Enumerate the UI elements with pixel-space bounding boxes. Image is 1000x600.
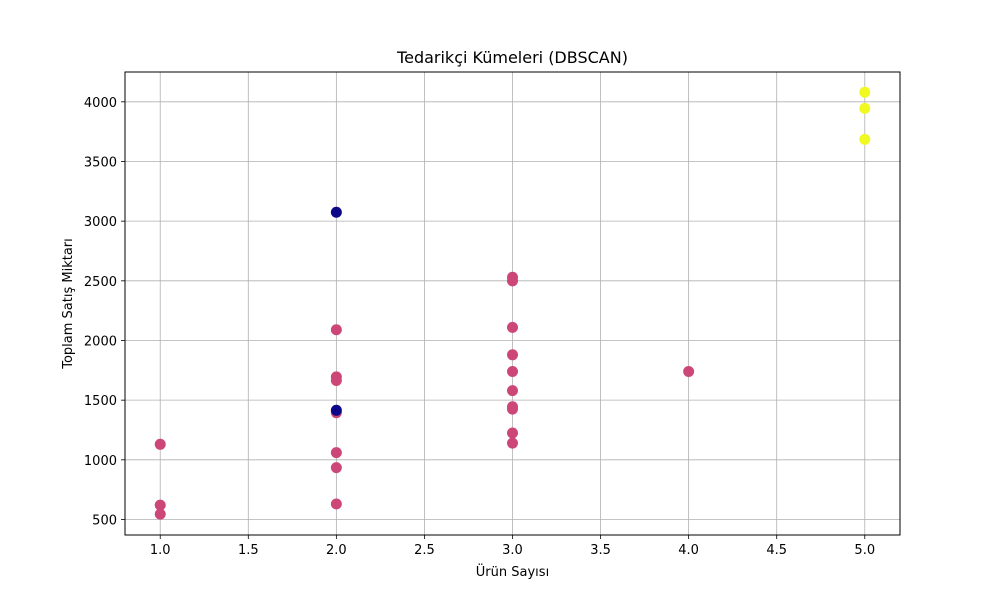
scatter-point-cluster-0: [507, 385, 518, 397]
y-tick-label: 2500: [84, 275, 117, 290]
scatter-point-cluster-0: [330, 462, 342, 474]
scatter-point-cluster-0: [330, 374, 342, 386]
scatter-point-cluster-0: [507, 403, 518, 415]
scatter-point-noise: [330, 404, 342, 416]
x-tick-label: 5.0: [854, 543, 875, 558]
data-points: [154, 86, 871, 520]
y-tick-label: 3000: [84, 215, 117, 230]
scatter-point-cluster-0: [507, 349, 518, 361]
x-tick-label: 4.0: [678, 543, 699, 558]
y-tick-label: 1000: [84, 454, 117, 469]
y-tick-label: 4000: [84, 96, 117, 111]
x-tick-label: 2.0: [326, 543, 347, 558]
scatter-point-cluster-1: [859, 102, 871, 114]
scatter-point-cluster-0: [330, 498, 342, 510]
y-axis-ticks: 500 1000 1500 2000 2500 3000 3500 4000: [84, 96, 125, 528]
scatter-point-noise: [330, 206, 342, 218]
scatter-point-cluster-0: [507, 427, 518, 439]
x-axis-label: Ürün Sayısı: [476, 563, 549, 580]
y-tick-label: 3500: [84, 155, 117, 170]
scatter-point-cluster-0: [154, 499, 166, 511]
chart-title: Tedarikçi Kümeleri (DBSCAN): [396, 48, 628, 67]
y-tick-label: 1500: [84, 394, 117, 409]
y-axis-label: Toplam Satış Miktarı: [61, 238, 76, 370]
x-tick-label: 2.5: [414, 543, 435, 558]
scatter-point-cluster-0: [683, 366, 695, 378]
scatter-point-cluster-1: [859, 133, 871, 145]
scatter-point-cluster-0: [507, 437, 518, 449]
scatter-point-cluster-0: [507, 321, 518, 333]
scatter-point-cluster-0: [330, 324, 342, 336]
x-tick-label: 1.5: [238, 543, 259, 558]
scatter-point-cluster-0: [154, 508, 166, 520]
y-tick-label: 2000: [84, 334, 117, 349]
x-tick-label: 3.0: [502, 543, 523, 558]
scatter-point-cluster-0: [154, 438, 166, 450]
x-axis-ticks: 1.0 1.5 2.0 2.5 3.0 3.5 4.0 4.5 5.0: [150, 535, 875, 558]
y-tick-label: 500: [92, 513, 117, 528]
x-tick-label: 4.5: [766, 543, 787, 558]
x-tick-label: 3.5: [590, 543, 611, 558]
scatter-point-cluster-0: [507, 366, 518, 378]
scatter-point-cluster-0: [507, 275, 518, 287]
scatter-point-cluster-0: [330, 447, 342, 459]
x-tick-label: 1.0: [150, 543, 171, 558]
scatter-point-cluster-1: [859, 86, 871, 98]
